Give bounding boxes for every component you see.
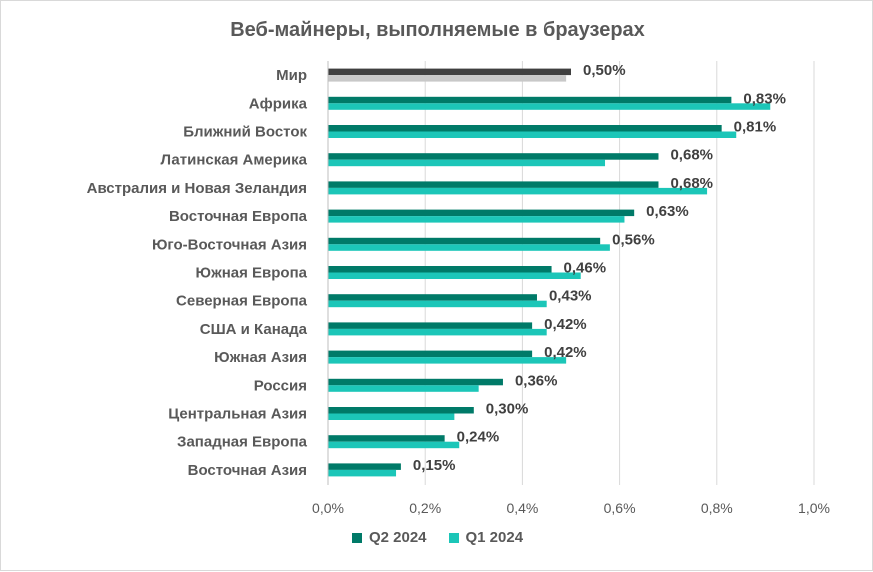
bar-q2 [328,153,659,160]
category-label: Южная Азия [214,349,307,366]
data-label: 0,15% [413,457,456,474]
bar-q2 [328,350,533,358]
category-label: Африка [249,95,308,112]
bar-q2 [328,463,401,470]
bar-q1 [328,159,606,167]
data-label: 0,36% [515,372,558,389]
x-tick-label: 0,0% [312,500,344,516]
category-label: Восточная Европа [169,208,308,225]
bar-q1 [328,272,581,279]
data-label: 0,68% [670,175,713,192]
data-label: 0,24% [457,429,500,446]
bar-q1 [328,385,479,392]
category-label: Южная Европа [195,265,307,282]
bar-q2 [328,266,552,273]
legend-swatch-q2 [351,532,362,543]
bar-q1 [328,469,397,477]
bar-q1 [328,413,455,420]
chart-title: Веб-майнеры, выполняемые в браузерах [230,19,645,41]
data-label: 0,63% [646,203,689,220]
bar-q2 [328,378,503,386]
bar-q1 [328,103,771,110]
data-label: 0,81% [734,119,777,136]
data-label: 0,42% [544,344,587,361]
data-label: 0,56% [612,231,655,248]
x-tick-label: 0,8% [701,500,733,516]
category-label: Северная Европа [176,293,308,310]
bar-q1 [328,131,737,138]
legend-item-q1: Q1 2024 [448,529,524,546]
legend-label-q1: Q1 2024 [465,529,524,546]
legend-item-q2: Q2 2024 [351,529,427,546]
data-label: 0,42% [544,316,587,333]
bar-q1 [328,244,610,251]
data-label: 0,43% [549,288,592,305]
category-label: Россия [254,377,307,394]
bar-q1 [328,328,547,336]
x-tick-label: 0,2% [409,500,441,516]
x-tick-label: 0,6% [604,500,636,516]
category-label: Мир [276,67,307,84]
bar-q2 [328,407,474,414]
bar-q1 [328,187,708,195]
category-label: Юго-Восточная Азия [152,236,307,253]
bar-q2 [328,237,601,245]
legend: Q2 2024 Q1 2024 [1,529,873,546]
data-label: 0,83% [743,90,786,107]
category-label: Австралия и Новая Зеландия [87,180,307,197]
category-label: Западная Европа [177,434,308,451]
bar-q2 [328,209,635,217]
category-label: Центральная Азия [168,406,307,423]
data-label: 0,50% [583,62,626,79]
bar-q2 [328,435,445,442]
x-tick-label: 0,4% [506,500,538,516]
bar-q2 [328,294,537,301]
bar-q1 [328,75,567,82]
category-label: Восточная Азия [188,462,307,479]
bar-q2 [328,96,732,104]
legend-swatch-q1 [448,532,459,543]
bar-q1 [328,300,547,308]
bar-q2 [328,125,722,132]
data-label: 0,46% [564,260,607,277]
legend-label-q2: Q2 2024 [368,529,427,546]
x-tick-label: 1,0% [798,500,830,516]
bar-q1 [328,216,625,223]
bar-q1 [328,441,460,449]
category-label: Ближний Восток [183,124,307,141]
bar-q2 [328,322,533,329]
data-label: 0,68% [670,147,713,164]
data-label: 0,30% [486,401,529,418]
bar-q2 [328,181,659,188]
category-label: США и Канада [200,321,308,338]
bar-q1 [328,357,567,364]
category-label: Латинская Америка [161,152,308,169]
bar-q2 [328,68,571,76]
